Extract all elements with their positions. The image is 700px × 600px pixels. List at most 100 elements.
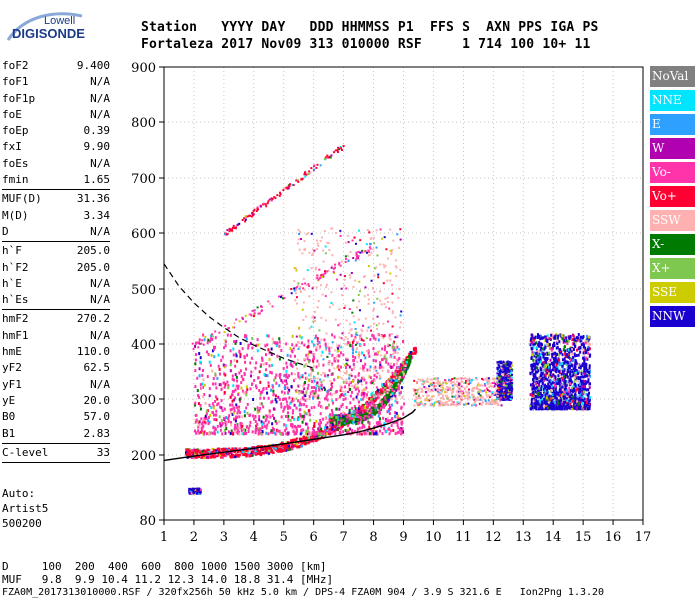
echo-point (249, 361, 252, 365)
echo-point (366, 431, 369, 435)
echo-point (367, 249, 370, 252)
echo-point (437, 379, 440, 382)
echo-point (499, 393, 502, 396)
echo-point (252, 213, 255, 216)
echo-point (214, 330, 217, 333)
echo-point (347, 241, 350, 244)
echo-point (357, 351, 360, 355)
echo-point (255, 386, 258, 390)
echo-point (440, 402, 443, 405)
echo-point (224, 431, 227, 435)
echo-point (196, 376, 199, 380)
echo-point (309, 431, 312, 435)
echo-point (280, 442, 284, 445)
echo-point (377, 273, 380, 276)
echo-point (337, 426, 341, 430)
echo-point (464, 381, 467, 384)
echo-point (374, 398, 378, 401)
echo-point (458, 391, 461, 394)
echo-point (243, 356, 246, 360)
echo-point (330, 387, 333, 391)
echo-point (376, 297, 379, 300)
echo-point (342, 380, 345, 384)
echo-point (274, 394, 277, 398)
echo-point (291, 364, 294, 368)
echo-point (338, 367, 341, 370)
echo-point (397, 430, 400, 434)
echo-point (275, 381, 278, 385)
param-value: 2.83 (83, 426, 111, 440)
echo-point (394, 369, 398, 373)
echo-point (249, 420, 252, 424)
echo-point (354, 411, 357, 415)
echo-point (505, 367, 508, 370)
echo-point (298, 248, 301, 251)
echo-point (318, 329, 321, 332)
echo-point (268, 409, 271, 413)
echo-point (239, 421, 242, 425)
echo-point (234, 425, 237, 429)
echo-point (310, 325, 313, 328)
echo-point (383, 400, 386, 404)
echo-point (362, 416, 365, 420)
echo-point (228, 230, 231, 233)
echo-point (197, 449, 201, 453)
echo-point (362, 391, 365, 395)
echo-point (352, 385, 355, 388)
echo-point (245, 431, 248, 435)
echo-point (336, 415, 339, 419)
param-name: B0 (2, 410, 16, 424)
echo-point (219, 383, 222, 387)
echo-point (447, 403, 450, 406)
echo-point (397, 296, 400, 299)
echo-point (209, 339, 212, 343)
echo-point (357, 380, 360, 383)
echo-point (363, 430, 366, 434)
echo-point (308, 394, 311, 398)
echo-point (389, 377, 392, 380)
echo-point (282, 432, 285, 436)
echo-point (386, 343, 389, 346)
echo-point (414, 389, 417, 392)
echo-point (479, 389, 482, 392)
echo-point (285, 375, 288, 379)
echo-point (479, 394, 482, 397)
echo-point (264, 447, 268, 451)
echo-point (463, 395, 466, 398)
echo-point (307, 283, 310, 286)
echo-point (461, 394, 464, 397)
echo-point (370, 251, 373, 254)
echo-point (321, 405, 324, 409)
echo-point (287, 405, 290, 409)
echo-point (328, 349, 331, 353)
echo-point (232, 326, 235, 329)
echo-point (278, 420, 281, 424)
echo-point (338, 422, 341, 426)
echo-point (337, 397, 340, 400)
echo-point (254, 415, 257, 419)
echo-point (218, 383, 221, 387)
echo-point (208, 387, 211, 391)
echo-point (478, 402, 481, 405)
echo-point (295, 362, 298, 366)
echo-point (385, 398, 388, 401)
echo-point (308, 373, 311, 376)
echo-point (363, 413, 366, 417)
echo-point (342, 415, 345, 419)
echo-point (385, 430, 388, 434)
echo-point (232, 411, 235, 415)
echo-point (340, 351, 343, 355)
echo-point (422, 380, 425, 383)
x-tick-label: 2 (190, 530, 198, 545)
echo-point (341, 332, 344, 335)
echo-point (367, 254, 370, 257)
param-name: MUF(D) (2, 192, 42, 206)
echo-point (317, 364, 320, 367)
echo-point (311, 316, 314, 319)
echo-point (209, 456, 213, 459)
echo-point (409, 354, 412, 358)
echo-point (368, 396, 371, 400)
echo-point (386, 296, 389, 299)
echo-point (394, 373, 398, 376)
echo-point (506, 397, 509, 400)
